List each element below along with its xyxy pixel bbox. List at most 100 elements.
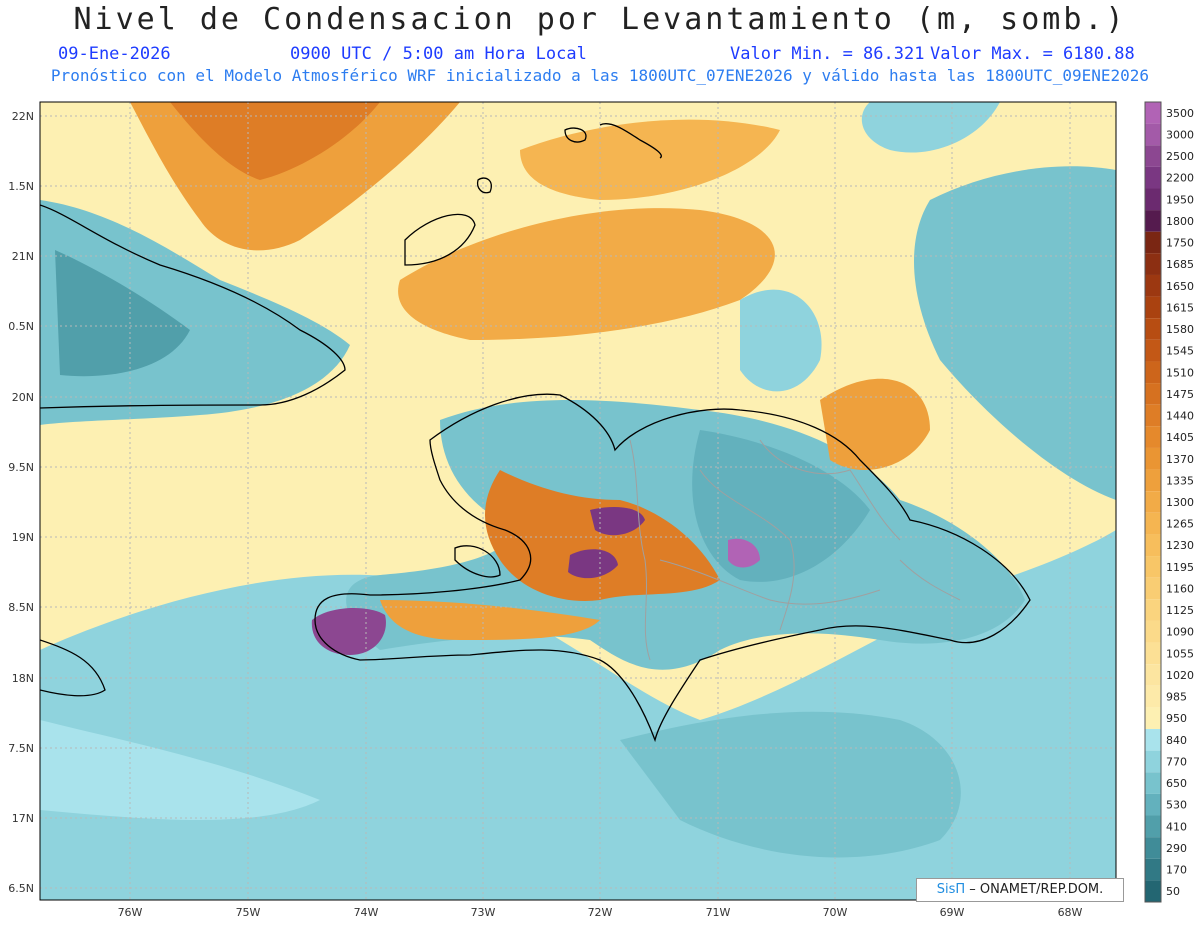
legend-swatch bbox=[1145, 534, 1161, 557]
hispaniola-coast bbox=[314, 393, 1031, 743]
legend-swatch bbox=[1145, 837, 1161, 859]
cuba-coast bbox=[40, 204, 346, 409]
cuba-low-core bbox=[55, 250, 190, 377]
lon-label: 68W bbox=[1058, 906, 1083, 919]
legend-swatch bbox=[1145, 815, 1161, 838]
legend-swatch bbox=[1145, 361, 1161, 384]
legend-label: 50 bbox=[1166, 885, 1180, 898]
lon-label: 75W bbox=[236, 906, 261, 919]
lon-label: 74W bbox=[354, 906, 379, 919]
peak-dr-center bbox=[728, 538, 760, 568]
legend-swatch bbox=[1145, 123, 1161, 146]
legend-label: 530 bbox=[1166, 799, 1187, 812]
max-value: Valor Max. = 6180.88 bbox=[930, 44, 1135, 64]
legend-swatch bbox=[1145, 166, 1161, 189]
legend-label: 170 bbox=[1166, 864, 1187, 877]
legend-label: 3000 bbox=[1166, 128, 1194, 141]
lat-label: 17N bbox=[12, 812, 34, 825]
north-orange-band bbox=[398, 208, 775, 340]
credit-box: SisΠ – ONAMET/REP.DOM. bbox=[916, 878, 1124, 902]
legend-label: 1650 bbox=[1166, 280, 1194, 293]
legend-swatch bbox=[1145, 296, 1161, 319]
legend-label: 1475 bbox=[1166, 388, 1194, 401]
central-moist-patch bbox=[740, 289, 822, 392]
lat-label: 1.5N bbox=[8, 180, 34, 193]
legend-swatch bbox=[1145, 274, 1161, 297]
map-title: Nivel de Condensacion por Levantamiento … bbox=[73, 2, 1127, 37]
legend-label: 1230 bbox=[1166, 539, 1194, 552]
legend-swatch bbox=[1145, 685, 1161, 708]
forecast-date: 09-Ene-2026 bbox=[58, 44, 171, 64]
east-low-area bbox=[913, 166, 1116, 500]
caicos-coast bbox=[564, 127, 587, 143]
legend-label: 1440 bbox=[1166, 410, 1194, 423]
north-moist-patch bbox=[861, 102, 1000, 153]
legend-swatch bbox=[1145, 750, 1161, 773]
lat-label: 21N bbox=[12, 250, 34, 263]
lat-label: 8.5N bbox=[8, 601, 34, 614]
province-borders bbox=[629, 439, 961, 661]
legend-label: 1405 bbox=[1166, 431, 1194, 444]
legend-swatch bbox=[1145, 577, 1161, 600]
legend-label: 410 bbox=[1166, 820, 1187, 833]
jamaica-coast bbox=[40, 639, 106, 697]
legend-label: 1090 bbox=[1166, 626, 1194, 639]
legend-label: 1800 bbox=[1166, 215, 1194, 228]
legend-swatch bbox=[1145, 620, 1161, 643]
legend-label: 1950 bbox=[1166, 193, 1194, 206]
legend-swatch bbox=[1145, 664, 1161, 686]
lat-label: 19N bbox=[12, 531, 34, 544]
legend-label: 1125 bbox=[1166, 604, 1194, 617]
legend-swatch bbox=[1145, 491, 1161, 513]
legend-swatch bbox=[1145, 404, 1161, 427]
lat-label: 0.5N bbox=[8, 320, 34, 333]
graticule bbox=[40, 102, 1116, 900]
legend-label: 1370 bbox=[1166, 453, 1194, 466]
legend-label: 290 bbox=[1166, 842, 1187, 855]
legend-swatch bbox=[1145, 253, 1161, 275]
lat-label: 6.5N bbox=[8, 882, 34, 895]
legend-label: 2200 bbox=[1166, 172, 1194, 185]
sw-sea-streak bbox=[40, 720, 320, 820]
legend-swatch bbox=[1145, 707, 1161, 730]
legend-label: 1510 bbox=[1166, 366, 1194, 379]
legend-label: 1335 bbox=[1166, 474, 1194, 487]
map-frame bbox=[39, 101, 1117, 901]
gonave-coast bbox=[454, 545, 501, 578]
forecast-time: 0900 UTC / 5:00 am Hora Local bbox=[290, 44, 587, 64]
legend-swatch bbox=[1145, 188, 1161, 211]
legend-swatch bbox=[1145, 318, 1161, 340]
legend-swatch bbox=[1145, 426, 1161, 448]
legend-swatch bbox=[1145, 793, 1161, 816]
legend-swatch bbox=[1145, 102, 1161, 124]
lon-axis: 76W 75W 74W 73W 72W 71W 70W 69W 68W bbox=[118, 906, 1083, 919]
lon-label: 69W bbox=[940, 906, 965, 919]
inagua-coast bbox=[476, 177, 492, 194]
legend-label: 1685 bbox=[1166, 258, 1194, 271]
lon-label: 73W bbox=[471, 906, 496, 919]
brand-logo: SisΠ bbox=[936, 882, 966, 897]
legend-label: 1750 bbox=[1166, 237, 1194, 250]
legend-swatch bbox=[1145, 599, 1161, 621]
legend-swatch bbox=[1145, 383, 1161, 405]
legend-label: 650 bbox=[1166, 777, 1187, 790]
legend-label: 3500 bbox=[1166, 107, 1194, 120]
lon-label: 72W bbox=[588, 906, 613, 919]
color-legend: 3500 3000 2500 2200 1950 1800 1750 1685 1650 1615… bbox=[1144, 101, 1194, 903]
coastlines bbox=[40, 123, 1031, 743]
lon-label: 71W bbox=[706, 906, 731, 919]
lat-label: 18N bbox=[12, 672, 34, 685]
legend-label: 950 bbox=[1166, 712, 1187, 725]
min-value: Valor Min. = 86.321 bbox=[730, 44, 925, 64]
peak-sw-haiti bbox=[311, 608, 386, 655]
legend-swatch bbox=[1145, 447, 1161, 470]
legend-swatch bbox=[1145, 642, 1161, 665]
legend-swatch bbox=[1145, 210, 1161, 232]
lat-label: 9.5N bbox=[8, 461, 34, 474]
lat-label: 22N bbox=[12, 110, 34, 123]
legend-label: 1300 bbox=[1166, 496, 1194, 509]
legend-label: 1545 bbox=[1166, 345, 1194, 358]
peak-north-haiti bbox=[590, 507, 645, 536]
haiti-high-area bbox=[485, 470, 720, 601]
legend-swatch bbox=[1145, 231, 1161, 254]
